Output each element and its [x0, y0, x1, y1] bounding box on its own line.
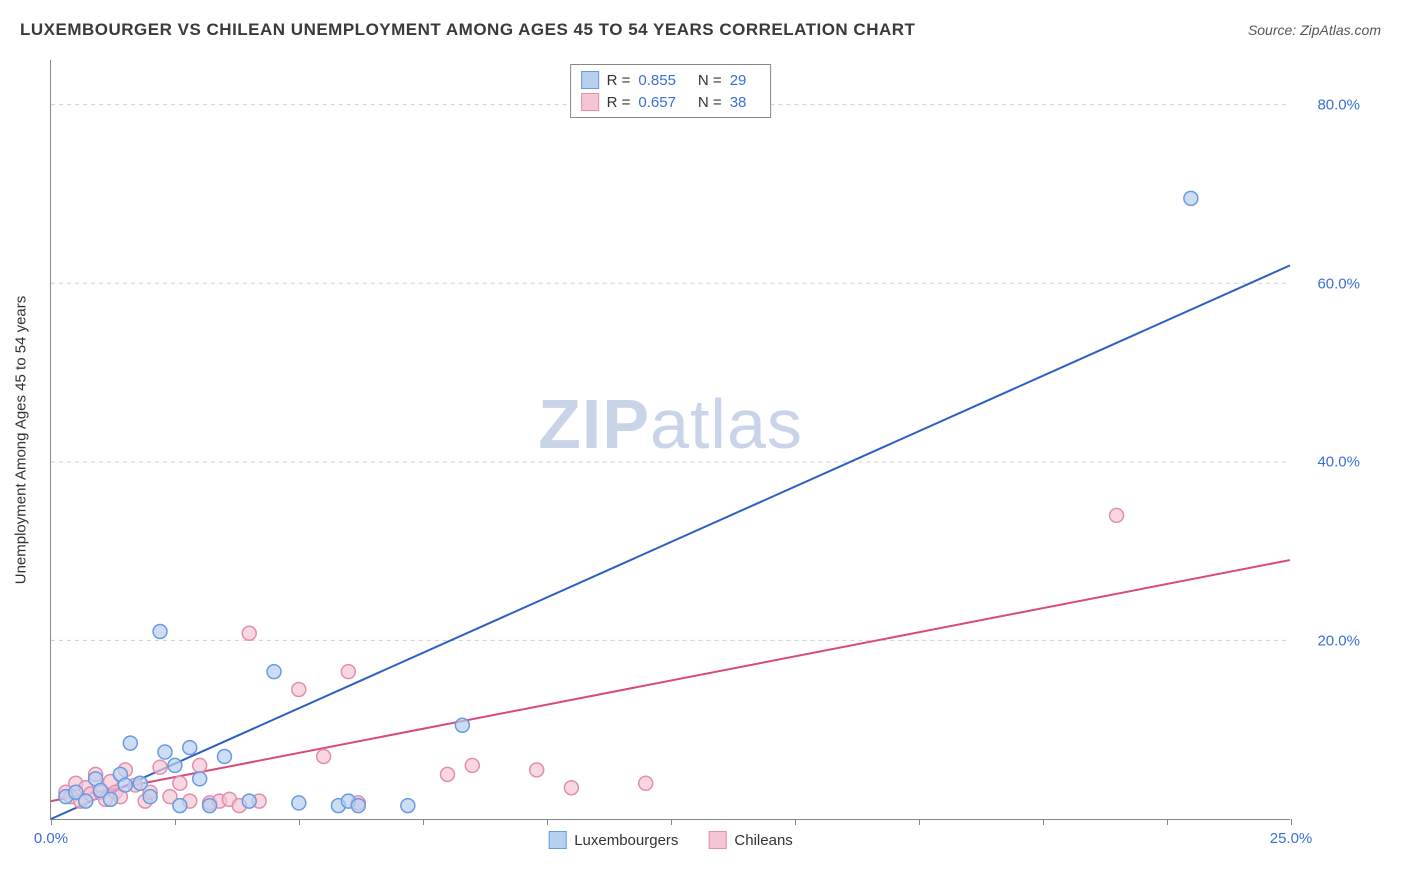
swatch-chileans	[581, 93, 599, 111]
r-value-1: 0.657	[638, 94, 676, 111]
y-axis-label: Unemployment Among Ages 45 to 54 years	[13, 295, 30, 584]
x-tick-mark	[547, 819, 548, 825]
legend-item-luxembourgers: Luxembourgers	[548, 831, 678, 849]
swatch-luxembourgers	[548, 831, 566, 849]
r-label: R =	[607, 94, 631, 111]
x-tick-mark	[175, 819, 176, 825]
legend-label: Luxembourgers	[574, 832, 678, 849]
x-tick-mark	[1043, 819, 1044, 825]
chart-title: LUXEMBOURGER VS CHILEAN UNEMPLOYMENT AMO…	[20, 20, 915, 40]
y-tick-label: 60.0%	[1317, 275, 1360, 292]
n-label: N =	[698, 72, 722, 89]
x-tick-mark	[671, 819, 672, 825]
y-tick-label: 20.0%	[1317, 633, 1360, 650]
plot-region: ZIPatlas Unemployment Among Ages 45 to 5…	[50, 60, 1290, 820]
x-tick-mark	[51, 819, 52, 825]
x-tick-mark	[1167, 819, 1168, 825]
y-tick-label: 40.0%	[1317, 454, 1360, 471]
legend-stats-row-0: R = 0.855 N = 29	[581, 69, 761, 91]
r-label: R =	[607, 72, 631, 89]
x-tick-mark	[1291, 819, 1292, 825]
n-label: N =	[698, 94, 722, 111]
x-tick-mark	[299, 819, 300, 825]
swatch-chileans	[708, 831, 726, 849]
n-value-1: 38	[730, 94, 747, 111]
x-tick-mark	[919, 819, 920, 825]
y-tick-label: 80.0%	[1317, 96, 1360, 113]
legend-stats-row-1: R = 0.657 N = 38	[581, 91, 761, 113]
chart-area: ZIPatlas Unemployment Among Ages 45 to 5…	[50, 60, 1380, 850]
legend-label: Chileans	[734, 832, 792, 849]
x-tick-label: 25.0%	[1270, 830, 1313, 847]
x-tick-mark	[795, 819, 796, 825]
legend-stats: R = 0.855 N = 29 R = 0.657 N = 38	[570, 64, 772, 118]
scatter-svg	[51, 60, 1290, 819]
r-value-0: 0.855	[638, 72, 676, 89]
x-tick-label: 0.0%	[34, 830, 68, 847]
legend-series: Luxembourgers Chileans	[548, 831, 793, 849]
swatch-luxembourgers	[581, 71, 599, 89]
legend-item-chileans: Chileans	[708, 831, 792, 849]
source-attribution: Source: ZipAtlas.com	[1248, 22, 1381, 38]
x-tick-mark	[423, 819, 424, 825]
n-value-0: 29	[730, 72, 747, 89]
